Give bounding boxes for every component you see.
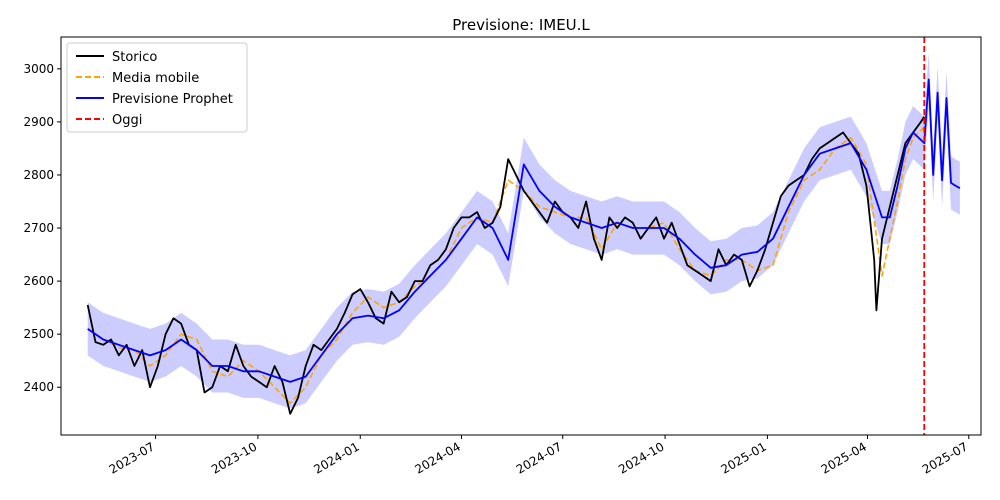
plot-area — [86, 37, 961, 435]
legend-label-prophet: Previsione Prophet — [112, 92, 233, 107]
y-tick-label: 2900 — [23, 115, 54, 129]
x-tick-label: 2023-07 — [107, 439, 157, 476]
x-tick-label: 2025-04 — [819, 439, 869, 476]
y-tick-label: 2600 — [23, 274, 54, 288]
x-tick-label: 2023-10 — [209, 439, 259, 476]
plot-frame — [60, 36, 982, 436]
x-axis: 2023-07 2023-10 2024-01 2024-04 2024-07 2024-… — [107, 435, 970, 477]
y-tick-label: 3000 — [23, 62, 54, 76]
legend: Storico Media mobile Previsione Prophet … — [66, 42, 248, 133]
legend-label-storico: Storico — [112, 50, 157, 65]
x-tick-label: 2025-07 — [920, 439, 970, 476]
confidence-band — [87, 52, 960, 409]
x-tick-label: 2024-04 — [413, 439, 463, 476]
y-tick-label: 2500 — [23, 327, 54, 341]
legend-label-oggi: Oggi — [112, 113, 142, 128]
series-line-storico — [86, 116, 926, 415]
y-tick-label: 2400 — [23, 380, 54, 394]
series-line-previsione-prophet — [87, 78, 961, 383]
x-tick-label: 2024-07 — [514, 439, 564, 476]
x-tick-label: 2024-10 — [616, 439, 666, 476]
y-tick-label: 2800 — [23, 168, 54, 182]
legend-frame — [66, 42, 248, 133]
x-tick-label: 2025-01 — [718, 439, 768, 476]
legend-label-media-mobile: Media mobile — [112, 71, 199, 86]
y-tick-label: 2700 — [23, 221, 54, 235]
chart-title: Previsione: IMEU.L — [452, 16, 590, 34]
x-tick-label: 2024-01 — [311, 439, 361, 476]
y-axis: 2400 2500 2600 2700 2800 2900 3000 — [23, 62, 61, 394]
